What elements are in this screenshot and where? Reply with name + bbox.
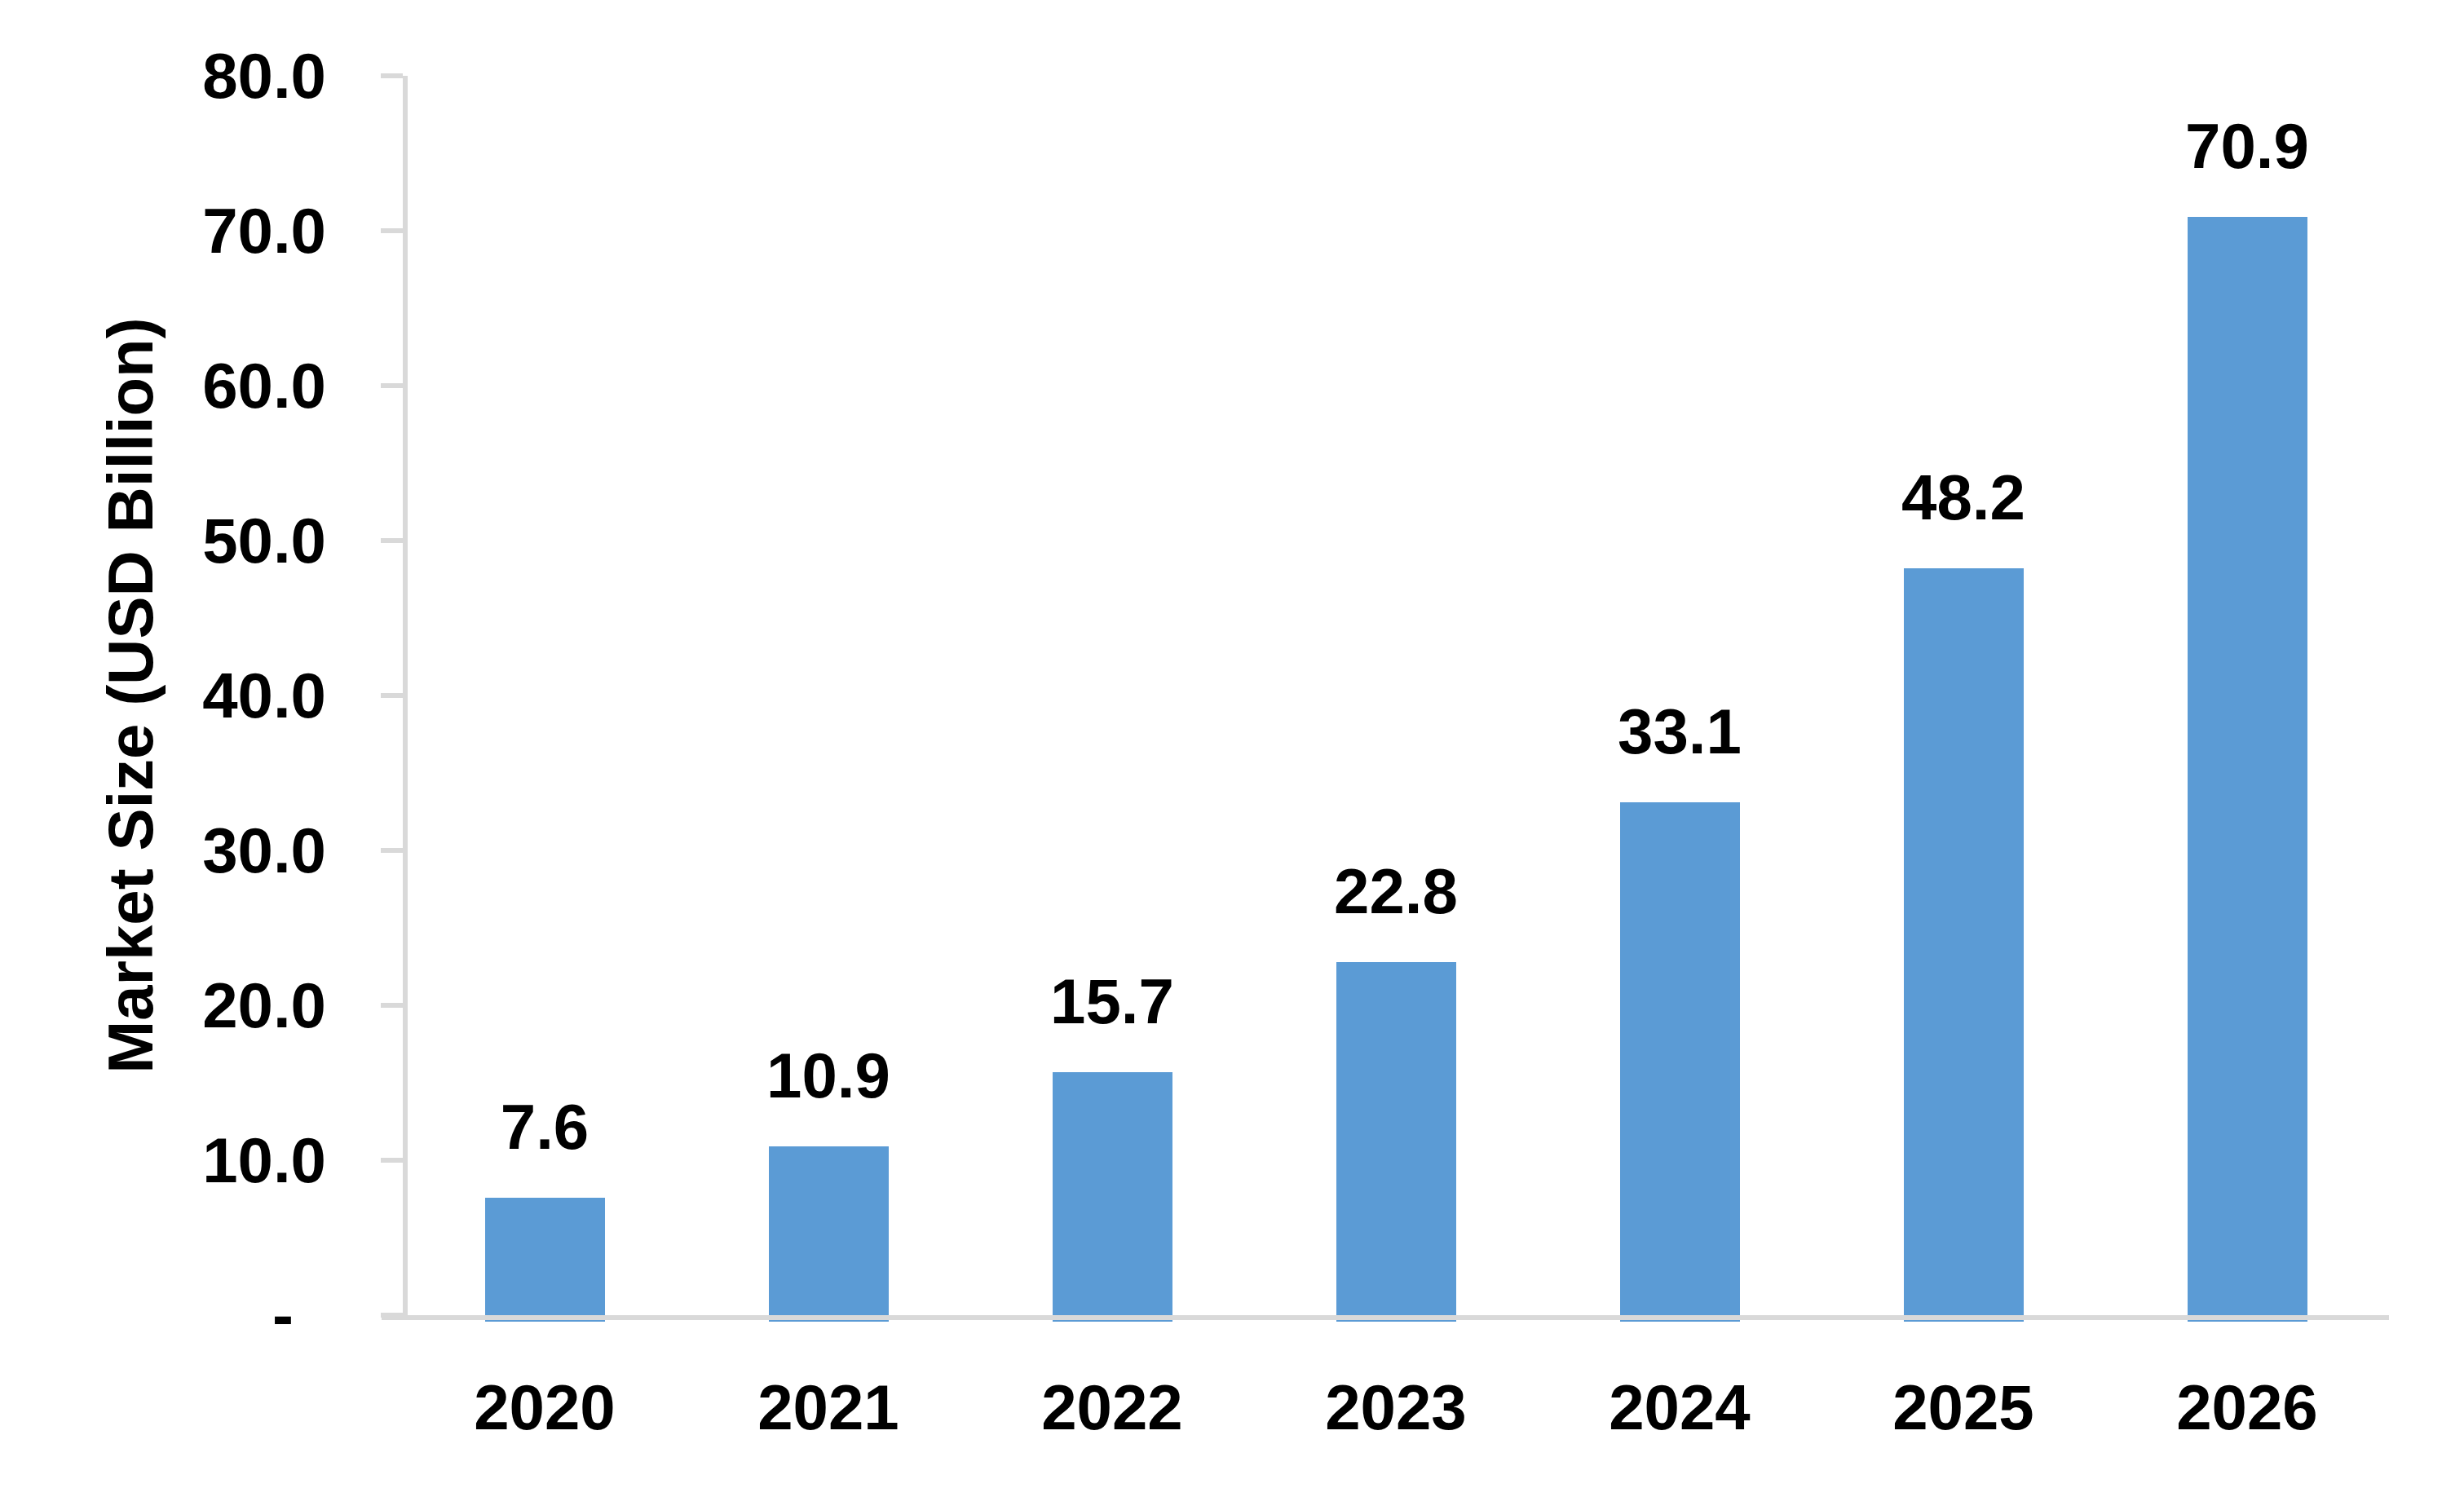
y-axis-tick-label: 10.0 — [82, 1128, 326, 1192]
x-axis-category-label: 2023 — [1233, 1367, 1559, 1448]
y-axis-tick — [381, 228, 403, 233]
x-axis-line — [382, 1315, 2389, 1320]
y-axis-tick — [381, 1158, 403, 1163]
y-axis-tick — [381, 1003, 403, 1008]
y-axis-tick-label: 80.0 — [82, 44, 326, 108]
bar-2021 — [769, 1146, 889, 1322]
y-axis-tick-label: 30.0 — [82, 819, 326, 882]
x-axis-category-label: 2021 — [665, 1367, 991, 1448]
y-axis-tick-label: 60.0 — [82, 354, 326, 417]
y-axis-tick-label: 70.0 — [82, 199, 326, 263]
x-axis-category-label: 2025 — [1800, 1367, 2126, 1448]
bar-2020 — [485, 1198, 605, 1322]
bar-2024 — [1620, 802, 1740, 1322]
y-axis-tick — [381, 693, 403, 698]
y-axis-tick — [381, 1313, 403, 1318]
market-size-bar-chart: Market Size (USD Billion) -10.020.030.04… — [0, 0, 2464, 1488]
bar-2026 — [2188, 217, 2307, 1322]
bar-value-label: 15.7 — [949, 969, 1275, 1033]
bar-2025 — [1904, 568, 2024, 1322]
bar-2022 — [1053, 1072, 1172, 1322]
y-axis-tick — [381, 73, 403, 78]
x-axis-category-label: 2026 — [2084, 1367, 2410, 1448]
bar-2023 — [1336, 962, 1456, 1322]
y-axis-tick-label: 20.0 — [82, 974, 326, 1037]
y-axis-tick-label: - — [49, 1283, 321, 1347]
x-axis-category-label: 2020 — [382, 1367, 708, 1448]
y-axis-tick-label: 50.0 — [82, 509, 326, 572]
bar-value-label: 7.6 — [382, 1095, 708, 1159]
bar-value-label: 22.8 — [1233, 859, 1559, 923]
y-axis-line — [403, 76, 408, 1320]
y-axis-tick — [381, 383, 403, 388]
bar-value-label: 10.9 — [665, 1044, 991, 1107]
y-axis-tick — [381, 848, 403, 853]
bar-value-label: 48.2 — [1800, 466, 2126, 529]
y-axis-tick-label: 40.0 — [82, 664, 326, 727]
bar-value-label: 70.9 — [2084, 114, 2410, 178]
bar-value-label: 33.1 — [1517, 700, 1843, 763]
x-axis-category-label: 2024 — [1517, 1367, 1843, 1448]
x-axis-category-label: 2022 — [949, 1367, 1275, 1448]
y-axis-tick — [381, 538, 403, 543]
